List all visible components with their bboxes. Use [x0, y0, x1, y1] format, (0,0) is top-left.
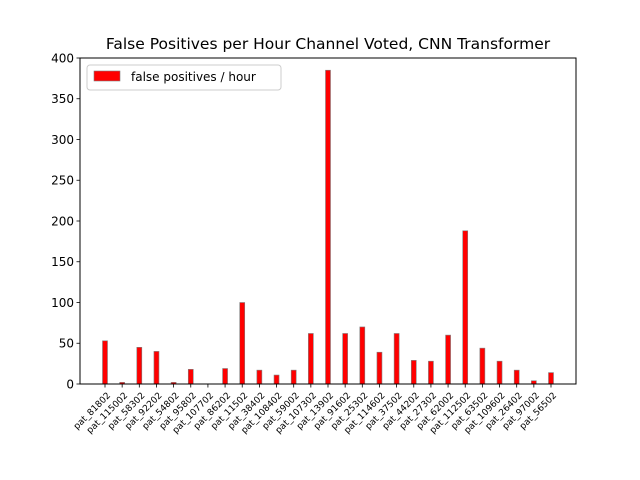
y-tick-label: 350	[51, 92, 74, 106]
y-tick-label: 200	[51, 214, 74, 228]
bar-pat_107302	[308, 333, 314, 385]
bar-pat_11502	[239, 302, 246, 385]
legend-box	[86, 64, 282, 91]
legend-swatch	[93, 70, 121, 82]
chart-title: False Positives per Hour Channel Voted, …	[106, 35, 551, 53]
bar-pat_62002	[445, 334, 451, 385]
bar-pat_58302	[136, 347, 143, 385]
legend: false positives / hour	[86, 64, 282, 91]
bar-pat_81802	[102, 340, 108, 385]
y-tick-label: 0	[66, 377, 74, 391]
bar-pat_112502	[462, 230, 469, 385]
y-axis: 0 50 100 150 200 250 300 350 400	[51, 51, 80, 391]
x-axis: pat_81802pat_115002pat_58302pat_92202pat…	[72, 384, 559, 436]
bar-pat_86202	[222, 368, 228, 385]
bar-pat_91602	[342, 333, 348, 385]
y-tick-label: 400	[51, 51, 74, 65]
bars-group	[102, 69, 554, 385]
bar-pat_26402	[513, 369, 520, 385]
y-tick-label: 300	[51, 133, 74, 147]
bar-pat_63502	[479, 347, 486, 385]
bar-pat_38402	[256, 369, 263, 385]
bar-pat_92202	[153, 351, 160, 385]
bar-pat_59002	[290, 369, 297, 385]
bar-pat_114602	[376, 351, 383, 385]
bar-pat_27302	[428, 360, 434, 385]
plot-frame	[79, 57, 577, 385]
y-tick-label: 250	[51, 174, 74, 188]
bar-pat_13902	[325, 69, 331, 385]
y-tick-label: 150	[51, 255, 74, 269]
bar-pat_25302	[359, 326, 366, 385]
bar-pat_37502	[393, 333, 400, 385]
bar-pat_44202	[410, 360, 417, 385]
y-tick-label: 50	[59, 337, 74, 351]
bar-pat_109602	[496, 360, 503, 385]
bar-pat_108402	[273, 374, 280, 385]
bar-pat_95802	[187, 369, 194, 385]
y-tick-label: 100	[51, 296, 74, 310]
legend-label: false positives / hour	[131, 70, 256, 84]
bar-pat_56502	[548, 372, 554, 385]
